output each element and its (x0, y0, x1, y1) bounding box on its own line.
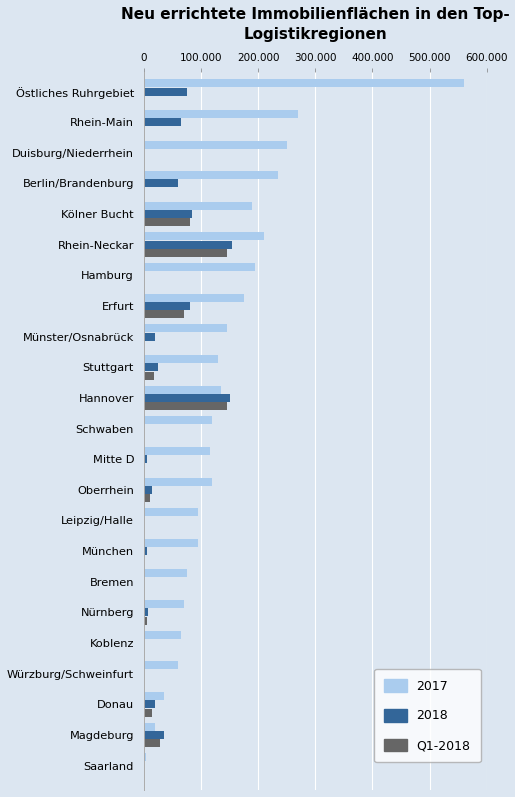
Bar (144, 723, 155, 731)
Bar (144, 310, 184, 318)
Bar (144, 140, 287, 148)
Bar (144, 486, 152, 494)
Bar (144, 508, 198, 516)
Bar (144, 179, 178, 187)
Bar (144, 600, 184, 608)
Bar (144, 547, 147, 555)
Bar (144, 88, 186, 96)
Bar (144, 355, 218, 363)
Bar (144, 617, 147, 625)
Bar (144, 739, 160, 747)
Bar (144, 455, 147, 463)
Bar (144, 394, 230, 402)
Bar (144, 662, 178, 669)
Bar (144, 477, 212, 485)
Bar (144, 80, 464, 88)
Bar (144, 709, 152, 717)
Bar (144, 753, 146, 761)
Bar (144, 701, 155, 709)
Bar (144, 302, 190, 310)
Bar (144, 202, 252, 210)
Bar (144, 263, 255, 271)
Bar (144, 233, 264, 241)
Legend: 2017, 2018, Q1-2018: 2017, 2018, Q1-2018 (374, 669, 480, 762)
Bar (144, 570, 186, 578)
Bar (144, 118, 181, 126)
Bar (144, 332, 155, 340)
Bar (144, 324, 227, 332)
Bar (144, 294, 244, 302)
Bar (144, 363, 158, 371)
Bar (144, 402, 227, 410)
Bar (144, 494, 149, 502)
Bar (144, 110, 298, 118)
Title: Neu errichtete Immobilienflächen in den Top-
Logistikregionen: Neu errichtete Immobilienflächen in den … (121, 7, 510, 41)
Bar (144, 371, 154, 379)
Bar (144, 731, 164, 739)
Bar (144, 692, 164, 700)
Bar (144, 630, 181, 638)
Bar (144, 218, 190, 226)
Bar (144, 241, 232, 249)
Bar (144, 447, 210, 455)
Bar (144, 608, 148, 616)
Bar (144, 386, 221, 394)
Bar (144, 210, 193, 218)
Bar (144, 539, 198, 547)
Bar (144, 249, 227, 257)
Bar (144, 416, 212, 424)
Bar (144, 171, 278, 179)
